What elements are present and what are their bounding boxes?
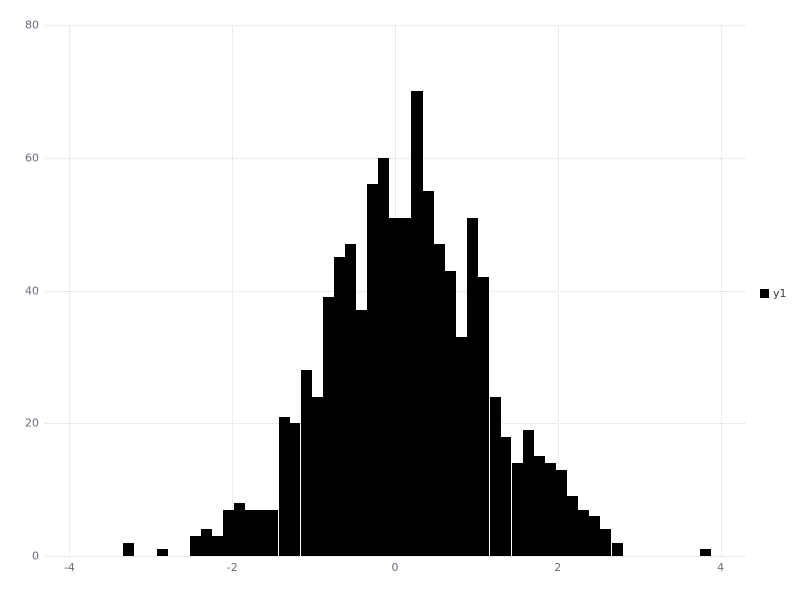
histogram-bar xyxy=(233,502,246,556)
y-tick-label: 60 xyxy=(25,151,39,165)
y-tick-label: 20 xyxy=(25,416,39,430)
histogram-bar xyxy=(400,217,412,556)
histogram-bar xyxy=(411,91,423,556)
gridline-x-4 xyxy=(720,25,722,556)
histogram-bar xyxy=(123,542,135,556)
histogram-bar xyxy=(255,509,268,556)
y-tick-label: 80 xyxy=(25,18,39,32)
histogram-bar xyxy=(544,463,556,556)
histogram-bar xyxy=(700,549,712,556)
histogram-bar xyxy=(190,536,202,556)
histogram-bar xyxy=(600,529,612,556)
histogram-bar xyxy=(444,270,456,556)
histogram-bar xyxy=(389,217,401,556)
histogram-bar xyxy=(344,244,356,556)
x-tick-label: 2 xyxy=(554,561,562,574)
x-tick-label: 4 xyxy=(717,561,725,574)
histogram-bar xyxy=(511,463,523,556)
histogram-bar xyxy=(156,549,168,556)
histogram-bar xyxy=(556,469,568,556)
legend-swatch-y1 xyxy=(760,289,769,298)
histogram-bars xyxy=(45,25,745,556)
x-tick-label: -2 xyxy=(226,561,238,574)
histogram-bar xyxy=(312,396,324,556)
legend: y1 xyxy=(760,288,787,299)
histogram-bar xyxy=(500,436,512,556)
histogram-bar xyxy=(222,509,234,556)
histogram-bar xyxy=(200,529,212,556)
gridline-x--4 xyxy=(69,25,71,556)
x-tick-label: -4 xyxy=(63,561,75,574)
histogram-bar xyxy=(300,370,312,556)
histogram-bar xyxy=(566,496,578,556)
histogram-bar xyxy=(533,456,545,556)
histogram-bar xyxy=(322,297,334,556)
histogram-bar xyxy=(588,516,600,556)
histogram-bar xyxy=(278,416,290,556)
histogram-bar xyxy=(267,509,279,556)
histogram-bar xyxy=(334,257,346,556)
y-tick-label: 0 xyxy=(32,549,39,563)
histogram-bar xyxy=(245,509,257,556)
histogram-bar xyxy=(356,310,368,556)
histogram-bar xyxy=(367,184,379,556)
gridline-x--2 xyxy=(232,25,234,556)
histogram-bar xyxy=(378,157,390,556)
histogram-bar xyxy=(466,217,478,556)
gridline-x-2 xyxy=(557,25,559,556)
histogram-bar xyxy=(289,423,301,556)
histogram-bar xyxy=(456,336,468,556)
histogram-bar xyxy=(578,509,590,556)
histogram-bar xyxy=(422,190,434,556)
histogram-bar xyxy=(522,429,535,556)
histogram-bar xyxy=(434,244,446,556)
y-tick-label: 40 xyxy=(25,284,39,297)
x-axis: -4 -2 0 2 4 xyxy=(45,562,745,582)
histogram-bar xyxy=(212,536,224,556)
x-tick-label: 0 xyxy=(391,561,399,574)
histogram-bar xyxy=(478,277,490,556)
histogram-bar xyxy=(611,542,623,556)
plot-area xyxy=(45,25,745,557)
y-axis: 80 60 40 20 0 xyxy=(0,20,39,562)
legend-label-y1: y1 xyxy=(773,287,787,300)
histogram-bar xyxy=(489,396,501,556)
gridline-y-0 xyxy=(45,556,745,557)
